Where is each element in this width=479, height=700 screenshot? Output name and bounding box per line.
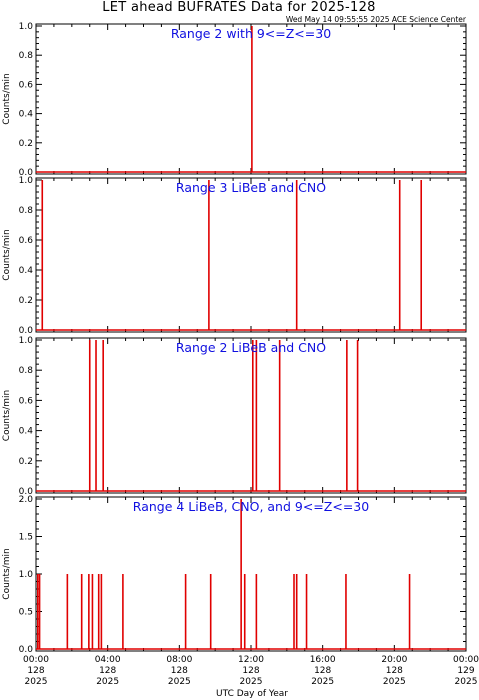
timestamp: Wed May 14 09:55:55 2025 ACE Science Cen… [286, 15, 467, 24]
y-tick-label: 0.5 [19, 608, 33, 618]
y-tick-label: 0.8 [19, 366, 34, 376]
x-tick-label-year: 2025 [311, 677, 334, 687]
y-axis-label: Counts/min [2, 548, 12, 599]
y-tick-label: 0.4 [19, 266, 34, 276]
y-axis-label: Counts/min [2, 73, 12, 124]
panel-frame [35, 177, 467, 333]
x-tick-label-year: 2025 [96, 677, 119, 687]
y-tick-label: 1.0 [19, 176, 34, 186]
y-tick-label: 0.0 [19, 168, 34, 178]
panel-frame [35, 496, 467, 652]
y-tick-label: 0.2 [19, 296, 33, 306]
x-tick-label-time: 00:00 [453, 655, 479, 665]
x-tick-label-day: 129 [457, 666, 474, 676]
panel-title: Range 2 LiBeB and CNO [176, 340, 326, 355]
x-tick-label-day: 128 [242, 666, 259, 676]
panel-title: Range 2 with 9<=Z<=30 [171, 26, 331, 41]
x-tick-label-time: 08:00 [166, 655, 192, 665]
panel-frame [35, 23, 467, 175]
panel-3: 0.0 0.2 0.4 0.6 0.8 1.0 Counts/min Range 2 LiBe… [2, 336, 467, 497]
y-tick-label: 1.5 [19, 533, 33, 543]
x-tick-label-time: 20:00 [381, 655, 407, 665]
y-tick-label: 1.0 [19, 570, 34, 580]
x-tick-label-time: 12:00 [238, 655, 264, 665]
x-tick-label-day: 128 [386, 666, 403, 676]
y-axis-label: Counts/min [2, 390, 12, 441]
chart-title: LET ahead BUFRATES Data for 2025-128 [102, 0, 376, 15]
x-tick-label-year: 2025 [25, 677, 48, 687]
x-axis-label: UTC Day of Year [216, 689, 288, 699]
y-tick-label: 1.0 [19, 336, 34, 346]
y-tick-label: 0.8 [19, 206, 34, 216]
x-tick-label-day: 128 [314, 666, 331, 676]
y-tick-label: 0.4 [19, 110, 34, 120]
y-tick-label: 2.0 [19, 495, 34, 505]
y-tick-label: 0.8 [19, 51, 34, 61]
y-axis-label: Counts/min [2, 229, 12, 280]
y-tick-label: 0.6 [19, 80, 34, 90]
x-tick-label-year: 2025 [240, 677, 263, 687]
x-tick-label-time: 00:00 [23, 655, 49, 665]
x-tick-label-year: 2025 [383, 677, 406, 687]
x-tick-label-day: 128 [99, 666, 116, 676]
x-tick-label-day: 128 [27, 666, 44, 676]
y-tick-label: 0.6 [19, 396, 34, 406]
panel-title: Range 4 LiBeB, CNO, and 9<=Z<=30 [133, 499, 369, 514]
y-tick-label: 0.0 [19, 645, 34, 655]
panel-2: 0.0 0.2 0.4 0.6 0.8 1.0 Counts/min Range 3 LiBe… [2, 176, 467, 336]
y-tick-label: 0.4 [19, 427, 34, 437]
x-tick-label-year: 2025 [455, 677, 478, 687]
y-tick-label: 0.6 [19, 236, 34, 246]
panel-1: 0.0 0.2 0.4 0.6 0.8 1.0 Counts/min Range 2 with… [2, 22, 467, 178]
x-tick-label-day: 128 [171, 666, 188, 676]
y-tick-label: 0.0 [19, 487, 34, 497]
x-tick-label-time: 16:00 [310, 655, 336, 665]
y-tick-label: 0.2 [19, 457, 33, 467]
panel-title: Range 3 LiBeB and CNO [176, 180, 326, 195]
y-tick-label: 0.2 [19, 139, 33, 149]
y-tick-label: 1.0 [19, 22, 34, 32]
panel-4: 0.0 0.5 1.0 1.5 2.0 Counts/min Range 4 LiBeB, … [2, 495, 467, 655]
x-tick-label-time: 04:00 [95, 655, 121, 665]
panel-frame [35, 337, 467, 494]
x-tick-label-year: 2025 [168, 677, 191, 687]
y-tick-label: 0.0 [19, 326, 34, 336]
panels: 0.0 0.2 0.4 0.6 0.8 1.0 Counts/min Range 2 with… [2, 22, 479, 687]
